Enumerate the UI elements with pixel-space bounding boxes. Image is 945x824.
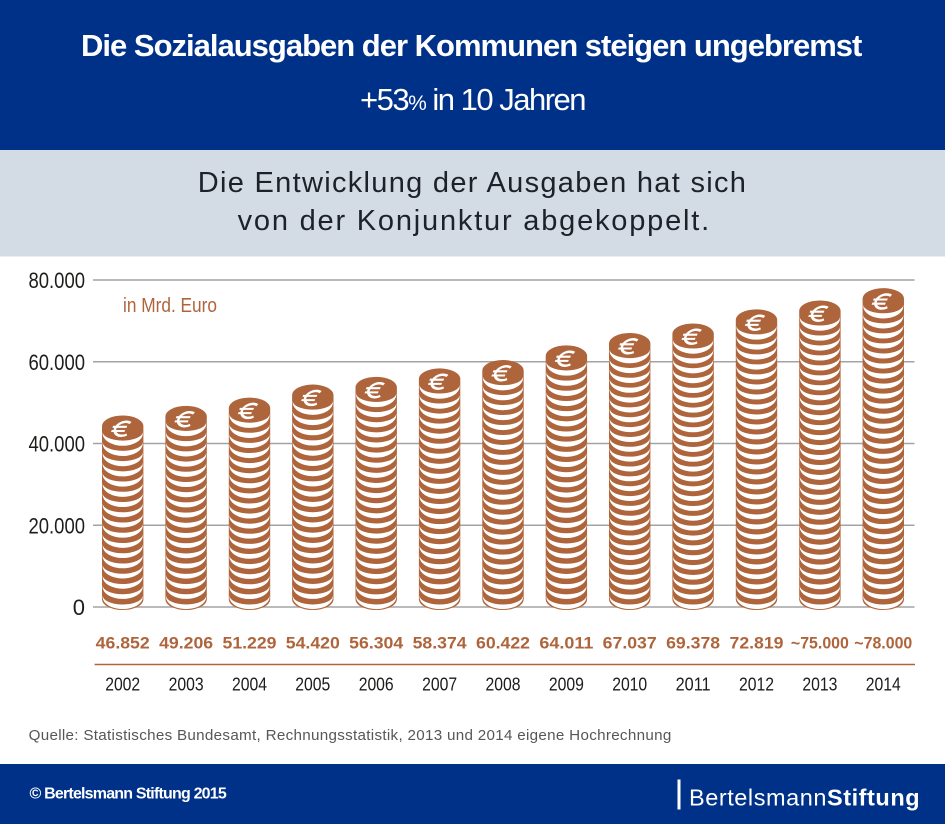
svg-text:2006: 2006 bbox=[359, 675, 394, 695]
svg-text:BertelsmannStiftung: BertelsmannStiftung bbox=[689, 785, 920, 811]
svg-text:2002: 2002 bbox=[105, 675, 140, 695]
svg-text:0: 0 bbox=[73, 595, 85, 620]
svg-text:49.206: 49.206 bbox=[159, 634, 213, 653]
svg-text:60.422: 60.422 bbox=[476, 634, 530, 653]
svg-text:2009: 2009 bbox=[549, 675, 584, 695]
svg-text:2011: 2011 bbox=[676, 675, 711, 695]
svg-text:2010: 2010 bbox=[612, 675, 647, 695]
svg-text:54.420: 54.420 bbox=[286, 634, 340, 653]
svg-text:72.819: 72.819 bbox=[730, 634, 784, 653]
svg-text:56.304: 56.304 bbox=[349, 634, 404, 653]
svg-text:2004: 2004 bbox=[232, 675, 267, 695]
svg-text:58.374: 58.374 bbox=[413, 634, 468, 653]
svg-text:69.378: 69.378 bbox=[666, 634, 720, 653]
svg-text:Die Entwicklung der Ausgaben h: Die Entwicklung der Ausgaben hat sich bbox=[198, 167, 747, 199]
svg-text:2008: 2008 bbox=[486, 675, 521, 695]
svg-text:60.000: 60.000 bbox=[29, 350, 86, 375]
svg-text:2005: 2005 bbox=[295, 675, 330, 695]
svg-text:64.011: 64.011 bbox=[539, 634, 593, 653]
svg-text:20.000: 20.000 bbox=[29, 513, 86, 538]
svg-text:2012: 2012 bbox=[739, 675, 774, 695]
svg-text:2003: 2003 bbox=[169, 675, 204, 695]
svg-text:Die Sozialausgaben der Kommune: Die Sozialausgaben der Kommunen steigen … bbox=[81, 28, 862, 63]
svg-text:46.852: 46.852 bbox=[96, 634, 150, 653]
svg-text:© Bertelsmann Stiftung 2015: © Bertelsmann Stiftung 2015 bbox=[30, 786, 227, 803]
svg-text:2013: 2013 bbox=[802, 675, 837, 695]
svg-text:+53% in 10 Jahren: +53% in 10 Jahren bbox=[360, 82, 585, 117]
svg-text:~75.000: ~75.000 bbox=[791, 634, 849, 653]
svg-text:40.000: 40.000 bbox=[29, 432, 86, 457]
svg-text:Quelle: Statistisches Bundesam: Quelle: Statistisches Bundesamt, Rechnun… bbox=[29, 727, 672, 744]
svg-text:~78.000: ~78.000 bbox=[854, 634, 912, 653]
svg-text:2014: 2014 bbox=[866, 675, 901, 695]
svg-text:51.229: 51.229 bbox=[223, 634, 277, 653]
svg-text:2007: 2007 bbox=[422, 675, 457, 695]
svg-text:in Mrd. Euro: in Mrd. Euro bbox=[123, 295, 217, 317]
svg-text:von der Konjunktur abgekoppelt: von der Konjunktur abgekoppelt. bbox=[238, 205, 711, 237]
svg-text:67.037: 67.037 bbox=[603, 634, 657, 653]
svg-text:80.000: 80.000 bbox=[29, 268, 86, 293]
